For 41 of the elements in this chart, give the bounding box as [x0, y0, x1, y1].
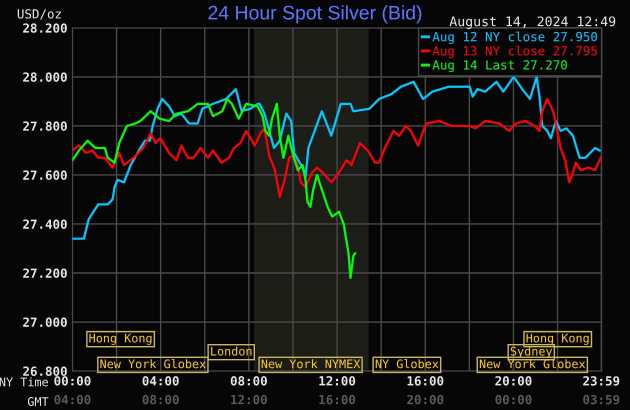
x2-tick-label: 20:00 [407, 394, 444, 404]
y-tick-label: 27.800 [23, 121, 67, 131]
annotation: New York NYMEX [262, 359, 360, 368]
x2-tick-label: 12:00 [231, 394, 267, 404]
annotation: London [211, 346, 252, 356]
y-tick-label: 28.200 [23, 23, 67, 33]
y-tick-label: 27.000 [23, 317, 67, 327]
annotation: Hong Kong [526, 334, 589, 345]
x2-tick-label: 04:00 [54, 394, 91, 404]
x2-tick-label: 00:00 [495, 394, 532, 404]
x-tick-label: 00:00 [54, 376, 91, 386]
y-tick-label: 27.400 [23, 219, 67, 229]
x-tick-label: 16:00 [408, 376, 444, 386]
legend-label: Aug 12 NY close 27.950 [432, 32, 598, 44]
x2-axis-title: GMT [28, 397, 48, 406]
line-series [72, 76, 601, 240]
x-tick-label: 20:00 [495, 376, 532, 386]
line-series [72, 98, 602, 198]
x2-tick-label: 03:59 [583, 394, 620, 404]
x2-tick-label: 08:00 [142, 394, 179, 404]
x-tick-label: 12:00 [319, 376, 356, 386]
annotation: New York Globex [100, 359, 206, 368]
y-tick-label: 28.000 [23, 72, 67, 82]
y-tick-label: 27.200 [23, 268, 67, 278]
annotation: Hong Kong [89, 334, 152, 345]
annotation: New York Globex [480, 359, 586, 368]
annotation: Sydney [510, 346, 552, 358]
x-tick-label: 08:00 [230, 376, 267, 386]
chart-title: 24 Hour Spot Silver (Bid) [208, 5, 422, 24]
y-tick-label: 27.600 [23, 170, 67, 180]
y-axis-title: USD/oz [18, 9, 61, 20]
x-axis-title: NY Time [0, 377, 48, 386]
line-series [72, 98, 356, 280]
chart-subtitle: August 14, 2024 12:49 [450, 16, 616, 29]
x2-tick-label: 16:00 [319, 394, 356, 404]
x-tick-label: 23:59 [583, 376, 620, 386]
legend-label: Aug 13 NY close 27.795 [432, 46, 597, 58]
y-tick-label: 26.800 [23, 366, 67, 376]
legend-label: Aug 14 Last 27.270 [432, 60, 567, 72]
x-tick-label: 04:00 [142, 376, 179, 386]
annotation: NY Globex [376, 359, 438, 368]
